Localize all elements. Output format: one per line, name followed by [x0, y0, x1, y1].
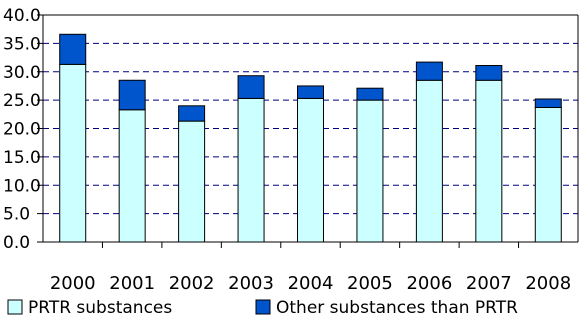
bar-prtr-substances [59, 63, 87, 243]
bar-other-substances [297, 85, 324, 99]
bar-prtr-substances [534, 107, 562, 243]
bars [59, 33, 562, 243]
bar-prtr-substances [237, 97, 265, 243]
bar-other-substances [415, 61, 443, 81]
bar-prtr-substances [178, 120, 206, 243]
bar-prtr-substances [475, 79, 503, 243]
y-tick-label: 10.0 [3, 176, 41, 196]
x-tick-label: 2006 [406, 273, 452, 294]
x-tick-label: 2005 [347, 273, 393, 294]
bar-other-substances [118, 79, 146, 111]
legend-label-prtr-substances: PRTR substances [28, 298, 172, 318]
legend-swatch-prtr-substances [7, 299, 23, 315]
x-tick-labels: 2000 2001 2002 2003 2004 2005 2006 2007 2008 [50, 273, 571, 294]
bar-other-substances [475, 65, 503, 81]
legend-swatch-other-substances [255, 299, 271, 315]
x-tick-label: 2001 [109, 273, 155, 294]
legend-label-other-substances: Other substances than PRTR [276, 298, 518, 318]
y-tick-label: 40.0 [3, 6, 41, 26]
y-tick-label: 15.0 [3, 148, 41, 168]
y-tick-label: 30.0 [3, 63, 41, 83]
bar-other-substances [59, 33, 87, 65]
x-tick-label: 2000 [50, 273, 96, 294]
y-tick-labels: 0.0 5.0 10.0 15.0 20.0 25.0 30.0 35.0 40.0 [3, 6, 41, 253]
y-tick-label: 5.0 [3, 205, 30, 225]
x-tick-label: 2004 [288, 273, 334, 294]
bar-prtr-substances [356, 99, 384, 243]
legend: PRTR substances Other substances than PRT… [7, 298, 518, 318]
bar-other-substances [534, 98, 562, 109]
bar-other-substances [237, 75, 265, 99]
bar-prtr-substances [297, 97, 324, 243]
bar-prtr-substances [118, 109, 146, 243]
x-tick-label: 2008 [525, 273, 571, 294]
bar-prtr-substances [415, 79, 443, 243]
bar-other-substances [178, 105, 206, 122]
y-tick-label: 35.0 [3, 34, 41, 54]
x-tick-label: 2007 [466, 273, 512, 294]
x-tick-label: 2003 [228, 273, 274, 294]
bar-other-substances [356, 87, 384, 101]
y-tick-label: 20.0 [3, 120, 41, 140]
x-tick-label: 2002 [169, 273, 215, 294]
y-tick-label: 25.0 [3, 91, 41, 111]
y-tick-label: 0.0 [3, 233, 30, 253]
